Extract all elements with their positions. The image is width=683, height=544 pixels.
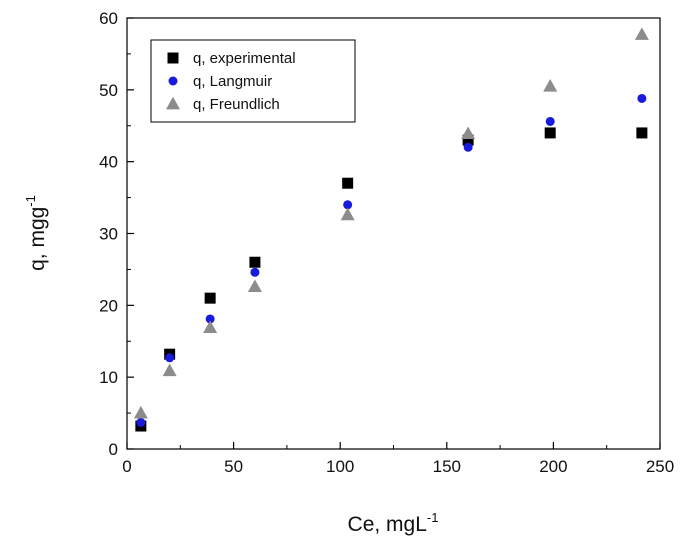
data-point-square: [462, 134, 474, 146]
data-point-circle: [136, 417, 146, 427]
data-point-circle: [343, 200, 353, 210]
data-point-square: [636, 127, 648, 139]
legend-label: q, Langmuir: [193, 73, 272, 90]
x-tick-label: 250: [646, 457, 674, 476]
x-axis-ticks: 0 50 100 150 200 250: [122, 442, 674, 476]
series-triangle: [133, 27, 649, 419]
x-axis-title-superscript: -1: [427, 510, 439, 525]
data-point-triangle: [634, 27, 649, 40]
legend-marker-square: [167, 52, 179, 64]
data-point-square: [204, 292, 216, 304]
legend-label: q, experimental: [193, 50, 296, 67]
y-tick-label: 0: [109, 440, 118, 459]
legend-box: [150, 39, 356, 123]
y-tick-label: 10: [99, 368, 118, 387]
data-point-triangle: [133, 405, 148, 419]
y-axis-title: q, mgg-1: [23, 195, 49, 271]
series-layer: [133, 27, 649, 432]
data-point-triangle: [543, 79, 558, 92]
legend: q, experimental q, Langmuir q, Freundlich: [150, 39, 356, 123]
x-tick-label: 150: [433, 457, 461, 476]
data-point-triangle: [461, 126, 476, 140]
y-tick-label: 40: [99, 153, 118, 172]
y-tick-label: 30: [99, 225, 118, 244]
y-axis-title-main: q, mgg: [26, 207, 49, 271]
y-axis-ticks: 0 10 20 30 40 50 60: [99, 9, 134, 459]
data-point-circle: [545, 116, 555, 126]
y-axis-title-superscript: -1: [23, 195, 38, 207]
x-tick-label: 100: [326, 457, 354, 476]
data-point-circle: [463, 142, 473, 152]
x-axis-title: Ce, mgL-1: [348, 510, 439, 536]
data-point-square: [342, 177, 354, 189]
data-point-circle: [205, 314, 215, 324]
legend-marker-circle: [168, 76, 178, 86]
data-point-triangle: [340, 207, 355, 221]
legend-label: q, Freundlich: [193, 96, 280, 113]
legend-marker-triangle: [166, 96, 180, 110]
data-point-triangle: [162, 363, 177, 377]
data-point-triangle: [203, 320, 218, 334]
data-point-circle: [637, 93, 647, 103]
data-point-triangle: [247, 279, 262, 293]
x-tick-label: 200: [539, 457, 567, 476]
data-point-square: [544, 127, 556, 139]
y-tick-label: 60: [99, 9, 118, 28]
y-tick-label: 20: [99, 296, 118, 315]
data-point-circle: [165, 353, 175, 363]
data-point-square: [249, 256, 261, 268]
y-tick-label: 50: [99, 81, 118, 100]
data-point-circle: [250, 267, 260, 277]
series-circle: [136, 93, 647, 427]
x-tick-label: 0: [122, 457, 131, 476]
x-tick-label: 50: [224, 457, 243, 476]
x-axis-title-main: Ce, mgL: [348, 513, 427, 536]
